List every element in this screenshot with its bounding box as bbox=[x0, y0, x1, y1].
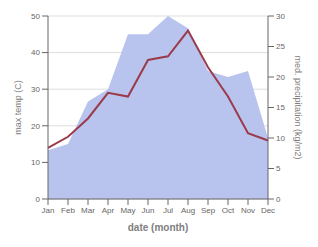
svg-text:30: 30 bbox=[31, 85, 40, 94]
svg-text:Nov: Nov bbox=[241, 206, 255, 215]
svg-text:Apr: Apr bbox=[102, 206, 115, 215]
svg-text:50: 50 bbox=[31, 12, 40, 21]
svg-text:5: 5 bbox=[276, 164, 281, 173]
svg-text:25: 25 bbox=[276, 42, 285, 51]
svg-text:20: 20 bbox=[31, 122, 40, 131]
svg-text:40: 40 bbox=[31, 48, 40, 57]
svg-text:15: 15 bbox=[276, 103, 285, 112]
svg-text:May: May bbox=[120, 206, 135, 215]
svg-text:Mar: Mar bbox=[81, 206, 95, 215]
svg-text:Aug: Aug bbox=[181, 206, 195, 215]
svg-text:0: 0 bbox=[36, 195, 41, 204]
svg-text:Dec: Dec bbox=[261, 206, 275, 215]
svg-text:med. precipitation (kg/m2): med. precipitation (kg/m2) bbox=[293, 55, 303, 159]
svg-text:20: 20 bbox=[276, 73, 285, 82]
svg-text:Jul: Jul bbox=[163, 206, 173, 215]
svg-text:Sep: Sep bbox=[201, 206, 216, 215]
svg-text:Oct: Oct bbox=[222, 206, 235, 215]
svg-text:Jun: Jun bbox=[142, 206, 155, 215]
svg-text:10: 10 bbox=[31, 158, 40, 167]
svg-text:date (month): date (month) bbox=[128, 222, 189, 233]
svg-text:max temp (C): max temp (C) bbox=[13, 80, 23, 135]
svg-text:30: 30 bbox=[276, 12, 285, 21]
svg-text:Jan: Jan bbox=[42, 206, 55, 215]
svg-text:Feb: Feb bbox=[61, 206, 75, 215]
svg-text:10: 10 bbox=[276, 134, 285, 143]
svg-text:0: 0 bbox=[276, 195, 281, 204]
